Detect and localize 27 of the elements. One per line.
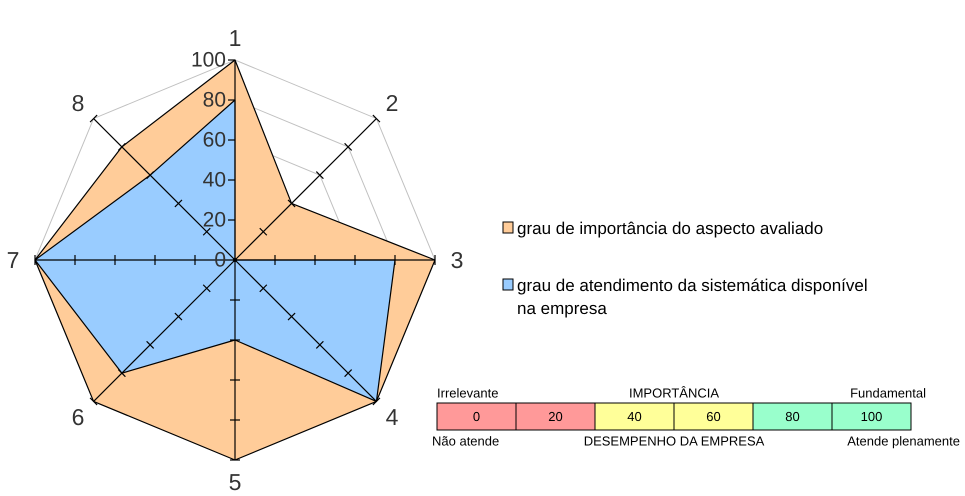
- spoke-label: 4: [386, 404, 399, 430]
- text: Fundamental: [850, 386, 926, 400]
- y-tick-label: 20: [202, 208, 226, 232]
- y-tick-label: 100: [190, 48, 226, 72]
- spoke-label: 8: [72, 90, 84, 116]
- y-tick-label: 60: [202, 128, 226, 152]
- text: IMPORTÂNCIA: [628, 386, 720, 400]
- spoke-label: 7: [6, 247, 20, 273]
- spoke-label: 1: [228, 25, 242, 51]
- data-label: 60: [706, 409, 721, 424]
- y-tick-label: 40: [202, 168, 226, 192]
- spoke-label: 2: [386, 90, 398, 116]
- text: DESEMPENHO DA EMPRESA: [584, 434, 765, 448]
- spoke-label: 5: [228, 469, 242, 495]
- data-label: 20: [548, 409, 563, 424]
- spoke-label: 3: [450, 247, 464, 273]
- text: Atende plenamente: [847, 434, 960, 448]
- legend-label: grau de importância do aspecto avaliado: [517, 218, 824, 238]
- text: Não atende: [432, 434, 500, 448]
- legend-label: grau de atendimento da sistemática disponível na empresa: [517, 276, 868, 318]
- data-label: 100: [860, 409, 882, 424]
- y-tick-label: 80: [202, 88, 226, 112]
- data-label: 0: [472, 409, 480, 424]
- data-label: 80: [785, 409, 800, 424]
- data-label: 40: [627, 409, 642, 424]
- text: Irrelevante: [437, 386, 498, 400]
- spoke-label: 6: [72, 404, 84, 430]
